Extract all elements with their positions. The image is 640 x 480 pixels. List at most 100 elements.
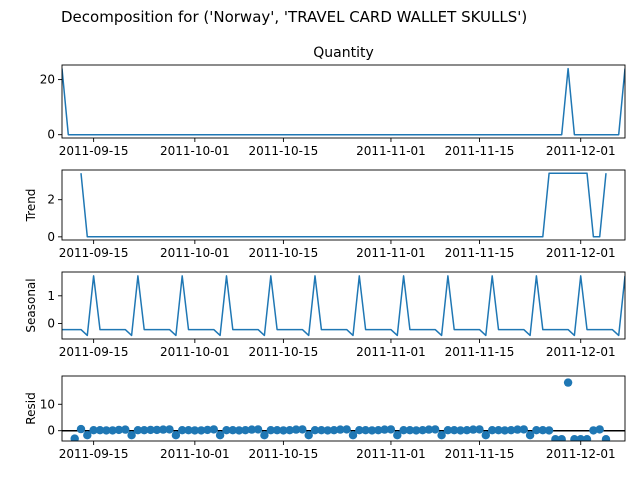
resid-point xyxy=(247,425,256,434)
panel-resid: 0 10 2011-09-15 2011-10-01 2011-10-15 2011-11… xyxy=(24,375,626,461)
y-tick-label: 0 xyxy=(47,424,55,438)
resid-point xyxy=(582,435,592,441)
resid-point xyxy=(557,435,566,441)
resid-point xyxy=(412,426,421,435)
x-tick-label: 2011-11-15 xyxy=(445,345,515,359)
resid-point xyxy=(234,426,244,435)
resid-point xyxy=(266,426,275,435)
y-tick-label: 0 xyxy=(47,128,55,142)
y-tick-label: 0 xyxy=(47,316,55,330)
resid-point xyxy=(475,425,484,434)
x-tick-label: 2011-10-01 xyxy=(160,345,230,359)
x-tick-label: 2011-12-01 xyxy=(546,144,616,158)
x-tick-label: 2011-09-15 xyxy=(59,447,129,461)
resid-point xyxy=(323,426,332,435)
x-tick-label: 2011-11-15 xyxy=(445,246,515,260)
resid-point xyxy=(190,426,199,435)
x-tick-label: 2011-11-15 xyxy=(445,144,515,158)
x-tick-label: 2011-09-15 xyxy=(59,246,129,260)
series-line xyxy=(62,67,625,136)
x-tick-label: 2011-11-01 xyxy=(356,447,426,461)
resid-point xyxy=(310,426,320,435)
x-tick-label: 2011-12-01 xyxy=(546,246,616,260)
resid-point xyxy=(209,425,218,434)
resid-point xyxy=(215,431,225,440)
resid-point xyxy=(146,425,155,435)
x-tick-label: 2011-09-15 xyxy=(59,144,129,158)
resid-point xyxy=(241,426,250,435)
resid-point xyxy=(329,426,339,435)
resid-point xyxy=(203,425,212,435)
x-tick-label: 2011-11-01 xyxy=(356,246,426,260)
resid-point xyxy=(279,426,288,435)
resid-point xyxy=(133,426,143,435)
resid-point xyxy=(469,425,478,434)
resid-point xyxy=(171,431,181,440)
resid-point xyxy=(500,426,509,435)
resid-point xyxy=(95,426,105,435)
resid-point xyxy=(513,425,522,434)
x-tick-label: 2011-10-15 xyxy=(249,345,319,359)
resid-point xyxy=(355,426,364,435)
plot-area xyxy=(62,378,625,441)
resid-point xyxy=(304,431,313,440)
resid-point xyxy=(374,426,383,435)
resid-point xyxy=(519,425,528,434)
x-tick-label: 2011-10-01 xyxy=(160,447,230,461)
resid-point xyxy=(108,426,117,435)
resid-point xyxy=(399,426,408,435)
resid-point xyxy=(291,425,301,434)
figure-suptitle: Decomposition for ('Norway', 'TRAVEL CAR… xyxy=(61,8,527,26)
x-tick-label: 2011-10-01 xyxy=(160,144,230,158)
resid-point xyxy=(102,426,111,435)
resid-point xyxy=(121,425,130,434)
panel-title: Quantity xyxy=(313,45,374,61)
axes-frame xyxy=(61,64,626,139)
resid-point xyxy=(140,426,149,435)
resid-point xyxy=(253,425,263,434)
plot-area xyxy=(62,67,625,136)
x-tick-label: 2011-12-01 xyxy=(546,447,616,461)
resid-point xyxy=(285,426,294,435)
resid-point xyxy=(595,425,604,434)
x-tick-label: 2011-10-15 xyxy=(249,246,319,260)
y-axis-label: Resid xyxy=(24,392,38,424)
y-tick-label: 2 xyxy=(47,193,55,207)
resid-point xyxy=(76,424,86,434)
resid-point xyxy=(393,431,402,440)
resid-point xyxy=(127,431,136,440)
resid-point xyxy=(298,425,307,434)
resid-point xyxy=(159,425,168,434)
resid-point xyxy=(89,426,98,435)
resid-point xyxy=(424,425,434,434)
y-tick-label: 1 xyxy=(47,289,55,303)
x-tick-label: 2011-10-15 xyxy=(249,447,319,461)
resid-point xyxy=(551,435,560,441)
plot-area xyxy=(80,172,607,238)
resid-point xyxy=(589,426,598,435)
y-axis-label: Seasonal xyxy=(24,278,38,332)
axes-frame xyxy=(61,271,626,340)
resid-point xyxy=(563,378,573,387)
y-tick-label: 10 xyxy=(40,397,55,411)
resid-point xyxy=(601,435,611,441)
resid-point xyxy=(494,426,503,435)
resid-point xyxy=(570,435,579,441)
resid-point xyxy=(184,426,193,435)
y-tick-label: 20 xyxy=(40,73,55,87)
plot-area xyxy=(62,275,625,337)
x-tick-label: 2011-11-01 xyxy=(356,345,426,359)
resid-point xyxy=(544,426,554,435)
resid-point xyxy=(525,431,535,440)
x-tick-label: 2011-12-01 xyxy=(546,345,616,359)
resid-point xyxy=(197,426,206,435)
resid-point xyxy=(488,426,497,435)
resid-point xyxy=(418,426,427,435)
resid-point xyxy=(405,426,415,435)
panel-quantity: 0 20 2011-09-15 2011-10-01 2011-10-15 2011-11… xyxy=(40,45,626,158)
resid-point xyxy=(506,426,516,435)
resid-point xyxy=(178,426,187,435)
resid-point xyxy=(456,426,465,435)
x-tick-label: 2011-11-15 xyxy=(445,447,515,461)
